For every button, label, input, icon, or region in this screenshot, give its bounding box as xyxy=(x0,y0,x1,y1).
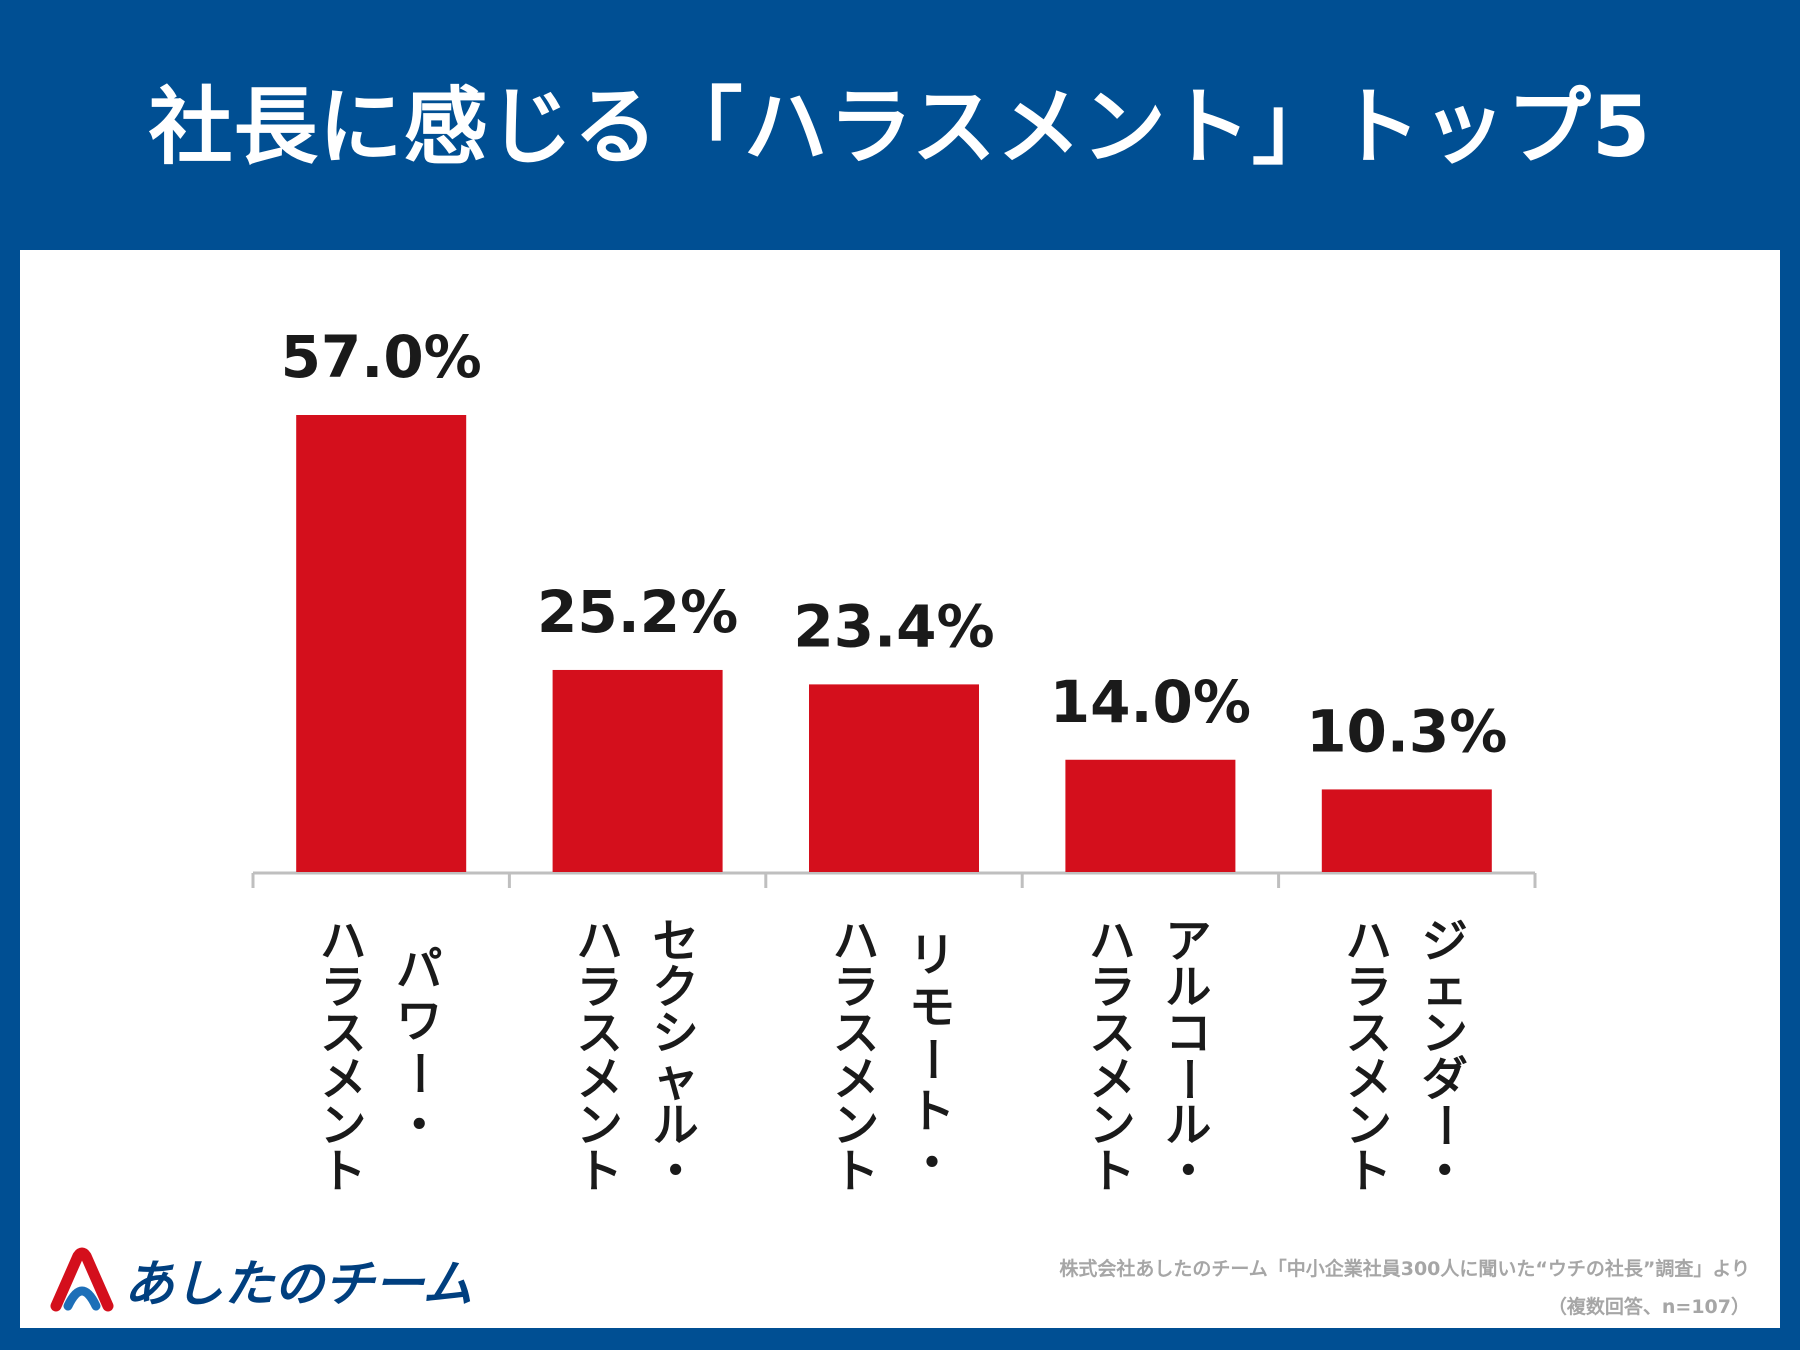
category-char: メ xyxy=(833,1052,879,1106)
category-char: ハ xyxy=(1089,914,1135,968)
source-note: 株式会社あしたのチーム「中小企業社員300人に聞いた“ウチの社長”調査」より （… xyxy=(1059,1250,1750,1326)
category-char: ダ xyxy=(1422,1052,1468,1106)
bar xyxy=(809,684,979,872)
category-char: ー xyxy=(1161,1056,1215,1102)
category-label: パワー・ xyxy=(392,942,446,1152)
category-char: ン xyxy=(1422,1006,1468,1060)
category-char: モ xyxy=(909,980,955,1034)
category-char: セ xyxy=(653,914,699,968)
category-char: ス xyxy=(1346,1006,1392,1060)
category-char: ラ xyxy=(833,960,879,1014)
category-char: ス xyxy=(577,1006,623,1060)
category-char: メ xyxy=(1089,1052,1135,1106)
category-char: ル xyxy=(653,1098,699,1152)
category-char: ン xyxy=(1089,1098,1135,1152)
data-label: 14.0% xyxy=(1050,668,1251,736)
category-char: ト xyxy=(833,1144,879,1198)
category-char: ワ xyxy=(396,994,442,1048)
source-line-2: （複数回答、n=107） xyxy=(1547,1296,1750,1318)
data-label: 10.3% xyxy=(1306,697,1507,765)
category-label: ハラスメント xyxy=(1089,914,1135,1198)
category-char: ・ xyxy=(1422,1144,1468,1198)
category-char: ン xyxy=(577,1098,623,1152)
category-char: メ xyxy=(577,1052,623,1106)
category-char: ラ xyxy=(577,960,623,1014)
category-char: ・ xyxy=(653,1144,699,1198)
bar xyxy=(296,415,467,872)
category-char: リ xyxy=(909,928,955,982)
category-char: ェ xyxy=(1422,960,1468,1014)
category-label: ハラスメント xyxy=(320,914,366,1198)
category-char: ン xyxy=(320,1098,366,1152)
category-char: メ xyxy=(1346,1052,1392,1106)
source-line-1: 株式会社あしたのチーム「中小企業社員300人に聞いた“ウチの社長”調査」より xyxy=(1059,1258,1750,1280)
category-char: ス xyxy=(320,1006,366,1060)
category-char: ン xyxy=(833,1098,879,1152)
category-label: ハラスメント xyxy=(1346,914,1392,1198)
chart-title: 社長に感じる「ハラスメント」トップ5 xyxy=(148,77,1652,176)
category-char: ャ xyxy=(653,1052,699,1106)
brand-logo: あしたのチーム xyxy=(48,1240,473,1320)
data-label: 23.4% xyxy=(793,592,994,660)
category-char: シ xyxy=(653,1006,699,1060)
category-label: ハラスメント xyxy=(577,914,623,1198)
category-char: ト xyxy=(1346,1144,1392,1198)
header: 社長に感じる「ハラスメント」トップ5 xyxy=(0,0,1800,250)
data-label: 57.0% xyxy=(281,323,482,391)
category-char: ト xyxy=(1089,1144,1135,1198)
category-char: ハ xyxy=(833,914,879,968)
category-char: ン xyxy=(1346,1098,1392,1152)
category-char: ・ xyxy=(1165,1144,1211,1198)
category-char: パ xyxy=(396,942,442,996)
bar-chart: 57.0%25.2% 23.4%14.0% 10.3% パワー・ハラスメントセクシャ… xyxy=(251,323,1537,1198)
category-char: ス xyxy=(833,1006,879,1060)
category-char: ク xyxy=(653,960,699,1014)
data-label: 25.2% xyxy=(537,578,738,646)
category-char: ・ xyxy=(396,1098,442,1152)
category-char: ー xyxy=(1418,1102,1472,1148)
category-char: ト xyxy=(909,1084,955,1138)
category-char: ラ xyxy=(320,960,366,1014)
category-char: ハ xyxy=(1346,914,1392,968)
category-char: ー xyxy=(905,1036,959,1082)
category-char: ア xyxy=(1165,914,1211,968)
category-label: ハラスメント xyxy=(833,914,879,1198)
category-char: ハ xyxy=(320,914,366,968)
category-char: ハ xyxy=(577,914,623,968)
category-char: コ xyxy=(1165,1006,1211,1060)
category-char: ラ xyxy=(1346,960,1392,1014)
bar xyxy=(1065,759,1236,872)
category-char: メ xyxy=(320,1052,366,1106)
brand-logo-icon xyxy=(50,1247,114,1312)
brand-logo-text: あしたのチーム xyxy=(124,1255,473,1313)
category-char: ー xyxy=(392,1050,446,1096)
bar xyxy=(552,669,723,872)
category-char: ル xyxy=(1165,1098,1211,1152)
category-char: ト xyxy=(320,1144,366,1198)
bar xyxy=(1321,789,1492,872)
category-char: ラ xyxy=(1089,960,1135,1014)
category-char: ル xyxy=(1165,960,1211,1014)
category-char: ト xyxy=(577,1144,623,1198)
category-char: ジ xyxy=(1422,914,1468,968)
category-char: ・ xyxy=(909,1136,955,1190)
chart-panel: 57.0% 25.2% 23.4% 14.0% 10.3% パワー・ハラスメントセクシャ… xyxy=(20,250,1780,1328)
category-char: ス xyxy=(1089,1006,1135,1060)
